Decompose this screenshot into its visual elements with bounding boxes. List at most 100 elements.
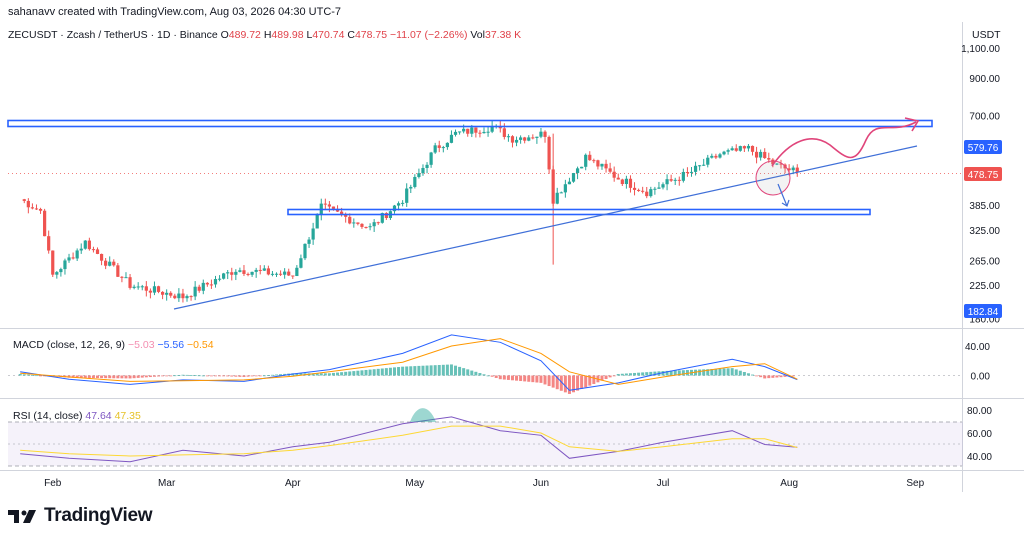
candle-body[interactable] bbox=[759, 151, 763, 158]
time-axis-label[interactable]: Feb bbox=[44, 478, 62, 489]
rsi-axis-label[interactable]: 40.00 bbox=[967, 452, 992, 463]
candle-body[interactable] bbox=[189, 296, 193, 298]
macd-histogram-bar[interactable] bbox=[413, 366, 417, 376]
candle-body[interactable] bbox=[559, 192, 563, 194]
macd-histogram-bar[interactable] bbox=[315, 373, 319, 376]
candle-body[interactable] bbox=[185, 296, 189, 299]
candle-body[interactable] bbox=[405, 188, 409, 203]
macd-histogram-bar[interactable] bbox=[730, 368, 734, 376]
macd-histogram-bar[interactable] bbox=[771, 375, 775, 378]
candle-body[interactable] bbox=[344, 214, 348, 217]
macd-histogram-bar[interactable] bbox=[213, 375, 217, 377]
macd-histogram-bar[interactable] bbox=[449, 364, 453, 376]
candle-body[interactable] bbox=[201, 282, 205, 291]
candle-body[interactable] bbox=[535, 136, 539, 138]
candle-body[interactable] bbox=[258, 269, 262, 271]
macd-histogram-bar[interactable] bbox=[112, 375, 116, 379]
candle-body[interactable] bbox=[67, 257, 71, 261]
candle-body[interactable] bbox=[433, 145, 437, 153]
candle-body[interactable] bbox=[132, 286, 136, 288]
macd-histogram-bar[interactable] bbox=[494, 375, 498, 378]
candle-body[interactable] bbox=[527, 137, 531, 141]
candle-body[interactable] bbox=[71, 257, 75, 259]
candle-body[interactable] bbox=[222, 273, 226, 279]
candle-body[interactable] bbox=[449, 134, 454, 143]
candle-body[interactable] bbox=[722, 151, 726, 155]
macd-histogram-bar[interactable] bbox=[653, 371, 657, 376]
macd-histogram-bar[interactable] bbox=[226, 375, 230, 377]
candle-body[interactable] bbox=[26, 200, 30, 208]
candle-body[interactable] bbox=[55, 272, 59, 275]
macd-histogram-bar[interactable] bbox=[490, 375, 494, 377]
macd-histogram-bar[interactable] bbox=[628, 373, 632, 376]
currency-label[interactable]: USDT bbox=[972, 29, 1001, 41]
price-axis-label[interactable]: 325.00 bbox=[969, 226, 1000, 237]
candle-body[interactable] bbox=[266, 268, 270, 275]
macd-histogram-bar[interactable] bbox=[706, 369, 710, 376]
candle-body[interactable] bbox=[124, 277, 128, 279]
macd-histogram-bar[interactable] bbox=[189, 375, 193, 376]
macd-histogram-bar[interactable] bbox=[209, 375, 213, 377]
candle-body[interactable] bbox=[392, 205, 397, 212]
macd-histogram-bar[interactable] bbox=[669, 370, 673, 376]
macd-histogram-bar[interactable] bbox=[230, 375, 234, 377]
candle-body[interactable] bbox=[181, 293, 185, 299]
candle-body[interactable] bbox=[311, 228, 315, 240]
macd-histogram-bar[interactable] bbox=[177, 375, 181, 376]
candle-body[interactable] bbox=[628, 178, 633, 188]
candle-body[interactable] bbox=[702, 164, 706, 166]
macd-histogram-bar[interactable] bbox=[201, 375, 205, 377]
candle-body[interactable] bbox=[291, 275, 295, 277]
macd-histogram-bar[interactable] bbox=[572, 375, 576, 393]
candle-body[interactable] bbox=[661, 184, 665, 188]
macd-histogram-bar[interactable] bbox=[734, 369, 738, 376]
macd-histogram-bar[interactable] bbox=[262, 375, 266, 377]
macd-histogram-bar[interactable] bbox=[356, 370, 360, 376]
candle-body[interactable] bbox=[502, 128, 506, 137]
macd-histogram-bar[interactable] bbox=[331, 372, 335, 376]
candle-body[interactable] bbox=[283, 271, 287, 275]
candle-body[interactable] bbox=[112, 261, 116, 266]
candle-body[interactable] bbox=[136, 286, 140, 288]
candle-body[interactable] bbox=[604, 163, 608, 169]
macd-histogram-bar[interactable] bbox=[742, 371, 746, 376]
candle-body[interactable] bbox=[270, 273, 275, 275]
macd-histogram-bar[interactable] bbox=[409, 366, 413, 376]
rsi-axis-label[interactable]: 80.00 bbox=[967, 406, 992, 417]
macd-histogram-bar[interactable] bbox=[165, 375, 169, 377]
rsi-axis-label[interactable]: 60.00 bbox=[967, 429, 992, 440]
macd-histogram-bar[interactable] bbox=[661, 371, 665, 376]
macd-histogram-bar[interactable] bbox=[279, 374, 283, 376]
candle-body[interactable] bbox=[254, 269, 258, 272]
candle-body[interactable] bbox=[91, 249, 96, 251]
candle-body[interactable] bbox=[104, 260, 108, 266]
macd-histogram-bar[interactable] bbox=[563, 375, 567, 393]
candle-body[interactable] bbox=[523, 137, 527, 141]
candle-body[interactable] bbox=[331, 206, 336, 209]
macd-histogram-bar[interactable] bbox=[738, 370, 742, 376]
macd-histogram-bar[interactable] bbox=[600, 375, 604, 381]
candle-body[interactable] bbox=[409, 186, 413, 189]
candle-body[interactable] bbox=[116, 265, 120, 277]
macd-histogram-bar[interactable] bbox=[775, 375, 779, 378]
candle-body[interactable] bbox=[445, 142, 449, 148]
candle-body[interactable] bbox=[539, 131, 543, 137]
candle-body[interactable] bbox=[360, 223, 364, 227]
macd-histogram-bar[interactable] bbox=[421, 365, 425, 376]
candle-body[interactable] bbox=[612, 171, 616, 178]
macd-histogram-bar[interactable] bbox=[275, 374, 279, 376]
candle-body[interactable] bbox=[596, 160, 600, 167]
macd-histogram-bar[interactable] bbox=[258, 375, 262, 377]
candle-body[interactable] bbox=[401, 202, 405, 204]
candle-body[interactable] bbox=[693, 165, 698, 172]
macd-histogram-bar[interactable] bbox=[779, 375, 783, 378]
macd-histogram-bar[interactable] bbox=[124, 375, 128, 379]
macd-histogram-bar[interactable] bbox=[604, 375, 608, 380]
macd-histogram-bar[interactable] bbox=[531, 375, 535, 383]
candle-body[interactable] bbox=[421, 167, 425, 174]
macd-histogram-bar[interactable] bbox=[405, 366, 409, 376]
macd-histogram-bar[interactable] bbox=[311, 373, 315, 376]
candle-body[interactable] bbox=[486, 131, 490, 133]
time-axis-label[interactable]: Jul bbox=[657, 478, 670, 489]
macd-histogram-bar[interactable] bbox=[364, 369, 368, 376]
